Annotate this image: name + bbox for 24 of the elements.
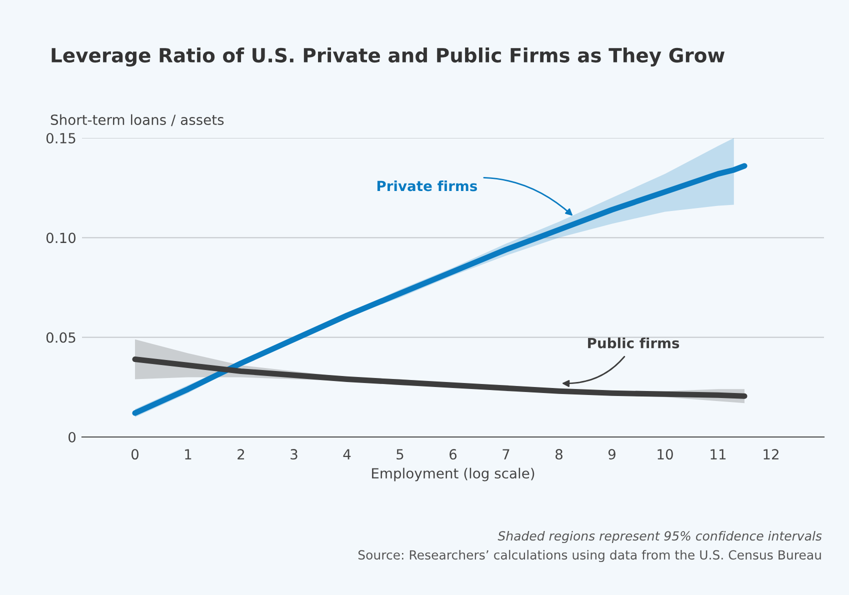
y-tick-label: 0.15 xyxy=(46,132,76,144)
y-tick-label: 0.05 xyxy=(46,332,76,343)
y-axis-title: Short-term loans / assets xyxy=(50,114,224,126)
source-note: Source: Researchers’ calculations using data from the U.S. Census Bureau xyxy=(358,550,821,562)
x-tick-label: 0 xyxy=(131,449,138,460)
x-tick-label: 4 xyxy=(343,449,351,460)
text: Shaded regions represent 95% confidence intervals xyxy=(498,530,822,544)
x-tick-label: 3 xyxy=(290,449,298,460)
x-tick-label: 7 xyxy=(502,449,510,460)
x-tick-label: 5 xyxy=(396,449,404,460)
chart-title: Leverage Ratio of U.S. Private and Public Firms as They Grow xyxy=(52,48,725,66)
x-tick-label: 1 xyxy=(185,449,192,460)
text: Public firms xyxy=(588,338,680,348)
x-tick-label: 2 xyxy=(238,449,244,460)
y-tick-label: 0.10 xyxy=(46,232,76,244)
text: Private firms xyxy=(377,180,478,192)
x-tick-label: 11 xyxy=(710,449,726,460)
x-tick-label: 6 xyxy=(450,449,457,460)
x-tick-label: 10 xyxy=(658,449,673,460)
x-axis-title: Employment (log scale) xyxy=(372,468,534,482)
x-tick-label: 9 xyxy=(608,449,616,460)
y-tick-label: 0 xyxy=(68,432,76,442)
x-tick-label: 12 xyxy=(764,449,778,460)
x-tick-label: 8 xyxy=(556,449,562,460)
